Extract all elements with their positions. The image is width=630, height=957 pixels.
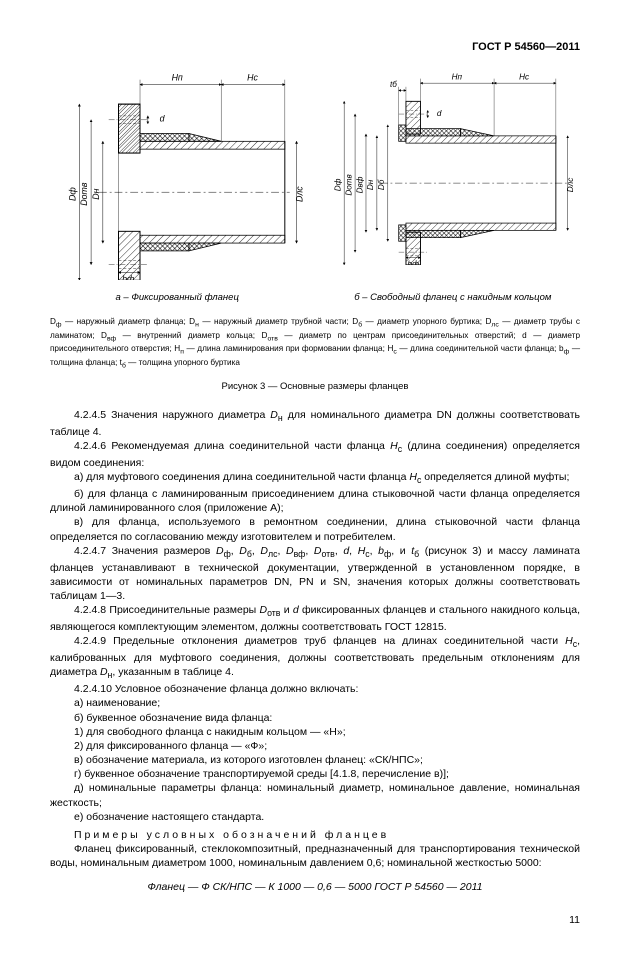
label-tb: tб — [390, 80, 397, 89]
paragraph: 4.2.4.6 Рекомендуемая длина соединительн… — [50, 439, 580, 470]
paragraph: д) номинальные параметры фланца: номинал… — [50, 781, 580, 809]
legend-text: Dф — наружный диаметр фланца; Dн — наруж… — [50, 317, 580, 371]
label-d: d — [160, 114, 166, 124]
paragraph: б) буквенное обозначение вида фланца: — [50, 711, 580, 725]
paragraph: 4.2.4.5 Значения наружного диаметра Dн д… — [50, 408, 580, 439]
paragraph: 4.2.4.7 Значения размеров Dф, Dб, Dлс, D… — [50, 544, 580, 603]
page-number: 11 — [50, 913, 580, 927]
diagram-b-free-flange: tб Hп Hс d Dф Dотв Dвф Dн Dб Dлс — [326, 65, 580, 284]
paragraph: а) наименование; — [50, 696, 580, 710]
paragraph: 4.2.4.9 Предельные отклонения диаметров … — [50, 634, 580, 682]
label-Hn: Hп — [172, 72, 183, 82]
caption-a: а – Фиксированный фланец — [50, 292, 304, 305]
paragraph: в) для фланца, используемого в ремонтном… — [50, 515, 580, 543]
example-title: Примеры условных обозначений фланцев — [50, 828, 580, 842]
paragraph: 2) для фиксированного фланца — «Ф»; — [50, 739, 580, 753]
body-text: 4.2.4.5 Значения наружного диаметра Dн д… — [50, 408, 580, 824]
document-header: ГОСТ Р 54560—2011 — [50, 40, 580, 55]
paragraph: в) обозначение материала, из которого из… — [50, 753, 580, 767]
label-Dlc: Dлс — [294, 186, 304, 202]
caption-row: а – Фиксированный фланец б – Свободный ф… — [50, 292, 580, 305]
diagram-a-fixed-flange: Hп Hс d Dф Dотв Dн Dлс bф — [50, 65, 304, 284]
label-Df-b: Dф — [333, 178, 342, 191]
paragraph: 4.2.4.8 Присоединительные размеры Dотв и… — [50, 603, 580, 634]
label-d-b: d — [436, 109, 441, 118]
label-Dn-b: Dн — [366, 179, 375, 190]
label-Dotv-b: Dотв — [344, 173, 353, 195]
example-designation: Фланец — Ф СК/НПС — К 1000 — 0,6 — 5000 … — [50, 880, 580, 894]
label-Dotv: Dотв — [79, 182, 89, 206]
label-Hc: Hс — [247, 72, 258, 82]
paragraph: е) обозначение настоящего стандарта. — [50, 810, 580, 824]
paragraph: 1) для свободного фланца с накидным коль… — [50, 725, 580, 739]
label-Dn: Dн — [91, 188, 101, 199]
label-bf-b: bф — [407, 260, 419, 265]
figure-title: Рисунок 3 — Основные размеры фланцев — [50, 381, 580, 394]
paragraph: г) буквенное обозначение транспортируемо… — [50, 767, 580, 781]
label-Db-b: Dб — [377, 179, 386, 190]
paragraph: 4.2.4.10 Условное обозначение фланца дол… — [50, 682, 580, 696]
label-Dvf-b: Dвф — [355, 176, 364, 193]
label-Hc-b: Hс — [519, 72, 529, 81]
example-text: Фланец фиксированный, стеклокомпозитный,… — [50, 842, 580, 870]
label-Df: Dф — [67, 186, 77, 200]
paragraph: б) для фланца с ламинированным присоедин… — [50, 487, 580, 515]
diagrams-row: Hп Hс d Dф Dотв Dн Dлс bф — [50, 65, 580, 284]
label-Hn-b: Hп — [451, 72, 462, 81]
label-bf: bф — [122, 274, 135, 280]
caption-b: б – Свободный фланец с накидным кольцом — [326, 292, 580, 305]
paragraph: а) для муфтового соединения длина соедин… — [50, 470, 580, 487]
label-Dlc-b: Dлс — [566, 177, 575, 192]
